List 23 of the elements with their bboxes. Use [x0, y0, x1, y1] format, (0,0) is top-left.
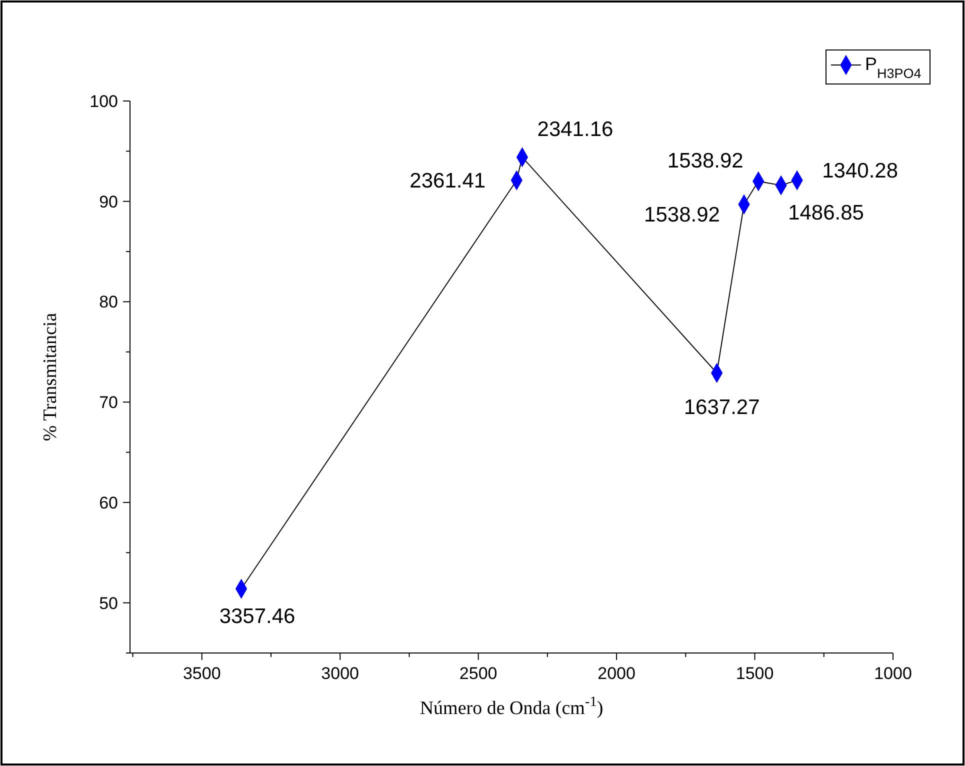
- y-axis-title: % Transmitancia: [40, 312, 61, 442]
- annotation: 2361.41: [410, 169, 486, 192]
- annotation: 1637.27: [684, 396, 760, 419]
- annotation: 1538.92: [644, 203, 720, 226]
- x-tick-label: 3500: [182, 664, 221, 683]
- annotation: 3357.46: [219, 604, 296, 628]
- annotation: 1340.28: [822, 159, 898, 182]
- x-tick-label: 1500: [736, 664, 774, 683]
- y-tick-label: 60: [99, 493, 118, 512]
- annotation: 1486.85: [788, 201, 864, 224]
- x-axis-title: Número de Onda (cm$^{-1}$): [420, 694, 604, 719]
- y-tick-label: 70: [99, 393, 118, 412]
- x-tick-label: 2500: [459, 664, 498, 683]
- y-tick-label: 90: [99, 192, 118, 212]
- legend-label: P$_{H3PO4}$: [865, 54, 922, 80]
- annotation: 2341.16: [537, 118, 614, 142]
- annotation: 1538.92: [667, 149, 744, 172]
- y-tick-label: 100: [90, 92, 118, 111]
- x-tick-label: 1000: [874, 664, 912, 683]
- x-tick-label: 2000: [598, 664, 636, 683]
- y-tick-label: 50: [99, 594, 118, 613]
- x-tick-label: 3000: [321, 664, 360, 683]
- y-tick-label: 80: [99, 292, 118, 312]
